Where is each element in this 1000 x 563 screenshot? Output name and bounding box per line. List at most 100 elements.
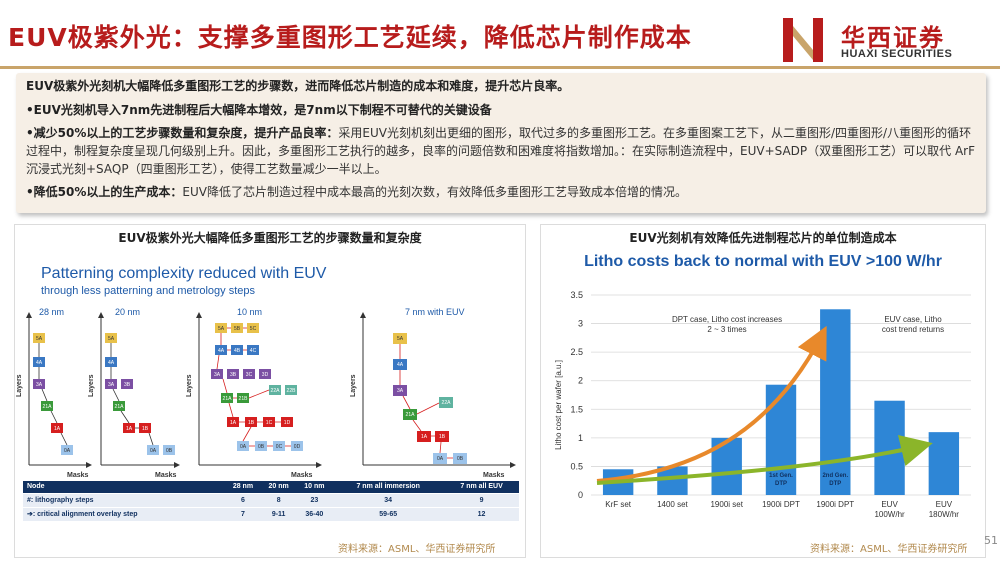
axis-label-masks-4: Masks — [483, 472, 505, 479]
svg-text:1D: 1D — [284, 420, 291, 426]
svg-text:0D: 0D — [294, 444, 301, 450]
summary-lead: EUV极紫外光刻机大幅降低多重图形工艺的步骤数，进而降低芯片制造的成本和难度，提… — [26, 79, 570, 93]
y-tick-label: 2.5 — [570, 347, 583, 357]
left-panel-caption: EUV极紫外光大幅降低多重图形工艺的步骤数量和复杂度 — [118, 231, 422, 245]
y-tick-label: 2 — [578, 376, 583, 386]
bar — [874, 400, 905, 495]
bar-label-1st-gen-dtp: 1st Gen. — [769, 473, 793, 479]
header-divider — [0, 66, 1000, 69]
axis-label-layers-2: Layers — [88, 374, 95, 397]
x-tick-label: EUV — [936, 500, 953, 509]
x-tick-label: 1900i DPT — [816, 500, 854, 509]
y-tick-label: 1.5 — [570, 404, 583, 414]
table-header-row: Node 28 nm 20 nm 10 nm 7 nm all immersion 7 n… — [23, 481, 519, 493]
patterning-steps-table: Node 28 nm 20 nm 10 nm 7 nm all immersion 7 n… — [23, 481, 519, 521]
svg-text:0C: 0C — [276, 444, 283, 450]
table-row: ➔: critical alignment overlay step 7 9-11 3… — [23, 506, 519, 521]
svg-text:1A: 1A — [421, 434, 428, 440]
y-tick-label: 3.5 — [570, 290, 583, 300]
svg-text:1A: 1A — [126, 426, 133, 432]
svg-text:4C: 4C — [250, 348, 257, 354]
axis-label-layers-1: Layers — [16, 374, 23, 397]
svg-text:0A: 0A — [64, 448, 71, 454]
svg-text:5A: 5A — [108, 336, 115, 342]
svg-text:5C: 5C — [250, 326, 257, 332]
huaxi-logo-mark-icon — [783, 18, 823, 62]
left-source-note: 资料来源：ASML、华西证券研究所 — [338, 544, 496, 555]
svg-text:3B: 3B — [124, 382, 131, 388]
svg-text:22B: 22B — [287, 388, 297, 394]
svg-text:4A: 4A — [108, 360, 115, 366]
dpt-annotation-1: DPT case, Litho cost increases — [672, 315, 782, 324]
svg-text:DTP: DTP — [775, 481, 787, 487]
svg-text:21A: 21A — [115, 404, 125, 410]
x-tick-label: 1400 set — [657, 500, 688, 509]
y-axis-label: Litho cost per wafer [a.u.] — [554, 360, 563, 450]
x-tick-label: 1900i set — [710, 500, 743, 509]
euv-annotation-1: EUV case, Litho — [884, 315, 942, 324]
svg-text:0A: 0A — [437, 456, 444, 462]
flow-title-10nm: 10 nm — [237, 307, 262, 317]
svg-text:3D: 3D — [262, 372, 269, 378]
huaxi-logo: 华西证券 HUAXI SECURITIES — [783, 16, 993, 68]
svg-text:5A: 5A — [36, 336, 43, 342]
litho-cost-panel: EUV光刻机有效降低先进制程芯片的单位制造成本 Litho costs back… — [540, 224, 986, 558]
asml-figure-subheading: through less patterning and metrology st… — [41, 285, 256, 297]
flow-title-7nm-euv: 7 nm with EUV — [405, 307, 465, 317]
axis-label-masks-1: Masks — [67, 472, 89, 479]
bar-label-2nd-gen-dtp: 2nd Gen. — [822, 473, 848, 479]
patterning-complexity-panel: EUV极紫外光大幅降低多重图形工艺的步骤数量和复杂度 Patterning co… — [14, 224, 526, 558]
axis-label-layers-4: Layers — [350, 374, 357, 397]
svg-text:3A: 3A — [397, 388, 404, 394]
svg-text:1C: 1C — [266, 420, 273, 426]
svg-text:4A: 4A — [36, 360, 43, 366]
svg-text:1B: 1B — [142, 426, 149, 432]
x-tick-label: 180W/hr — [929, 510, 960, 519]
chart-title: Litho costs back to normal with EUV >100… — [584, 253, 942, 270]
svg-text:0A: 0A — [150, 448, 157, 454]
axis-label-masks-2: Masks — [155, 472, 177, 479]
y-tick-label: 3 — [578, 319, 583, 329]
x-tick-label: 1900i DPT — [762, 500, 800, 509]
svg-text:5A: 5A — [218, 326, 225, 332]
svg-text:4B: 4B — [234, 348, 241, 354]
dpt-trend-arrow — [596, 325, 827, 483]
y-tick-label: 0.5 — [570, 461, 583, 471]
slide-title: EUV极紫外光：支撑多重图形工艺延续，降低芯片制作成本 — [8, 23, 692, 52]
summary-bullet-1: •EUV光刻机导入7nm先进制程后大幅降本增效，是7nm以下制程不可替代的关键设… — [26, 103, 492, 117]
svg-text:5B: 5B — [234, 326, 241, 332]
svg-text:1A: 1A — [54, 426, 61, 432]
patterning-flow-diagram: 28 nm 20 nm 10 nm 7 nm with EUV Layers L… — [16, 307, 516, 479]
flow-title-20nm: 20 nm — [115, 307, 140, 317]
svg-text:22A: 22A — [442, 400, 452, 406]
svg-text:21B: 21B — [239, 396, 249, 402]
svg-text:3C: 3C — [246, 372, 253, 378]
y-tick-label: 0 — [578, 490, 583, 500]
svg-text:22A: 22A — [271, 388, 281, 394]
bar — [765, 384, 797, 495]
svg-text:5A: 5A — [397, 336, 404, 342]
bar — [820, 309, 851, 495]
bar — [928, 432, 960, 495]
x-tick-label: EUV — [881, 500, 898, 509]
svg-text:1B: 1B — [439, 434, 446, 440]
x-tick-label: KrF set — [605, 500, 632, 509]
svg-text:1A: 1A — [230, 420, 237, 426]
svg-text:4A: 4A — [218, 348, 225, 354]
svg-text:3A: 3A — [108, 382, 115, 388]
euv-trend-arrow — [596, 434, 933, 485]
euv-annotation-2: cost trend returns — [882, 325, 944, 334]
table-row: #: lithography steps 6 8 23 34 9 — [23, 492, 519, 507]
svg-text:0B: 0B — [457, 456, 464, 462]
svg-text:0B: 0B — [258, 444, 265, 450]
dpt-annotation-2: 2 ~ 3 times — [707, 325, 746, 334]
axis-label-layers-3: Layers — [186, 374, 193, 397]
litho-cost-chart: 0 0.5 1 1.5 2 2.5 3 3.5 KrF set 1400 set 1900i se… — [554, 290, 971, 519]
svg-text:21A: 21A — [43, 404, 53, 410]
summary-bullet-3: •降低50%以上的生产成本：EUV降低了芯片制造过程中成本最高的光刻次数，有效降… — [26, 185, 687, 199]
right-panel-caption: EUV光刻机有效降低先进制程芯片的单位制造成本 — [629, 231, 897, 245]
svg-text:0A: 0A — [240, 444, 247, 450]
svg-text:1B: 1B — [248, 420, 255, 426]
y-tick-label: 1 — [578, 433, 583, 443]
summary-box: EUV极紫外光刻机大幅降低多重图形工艺的步骤数，进而降低芯片制造的成本和难度，提… — [16, 73, 986, 213]
